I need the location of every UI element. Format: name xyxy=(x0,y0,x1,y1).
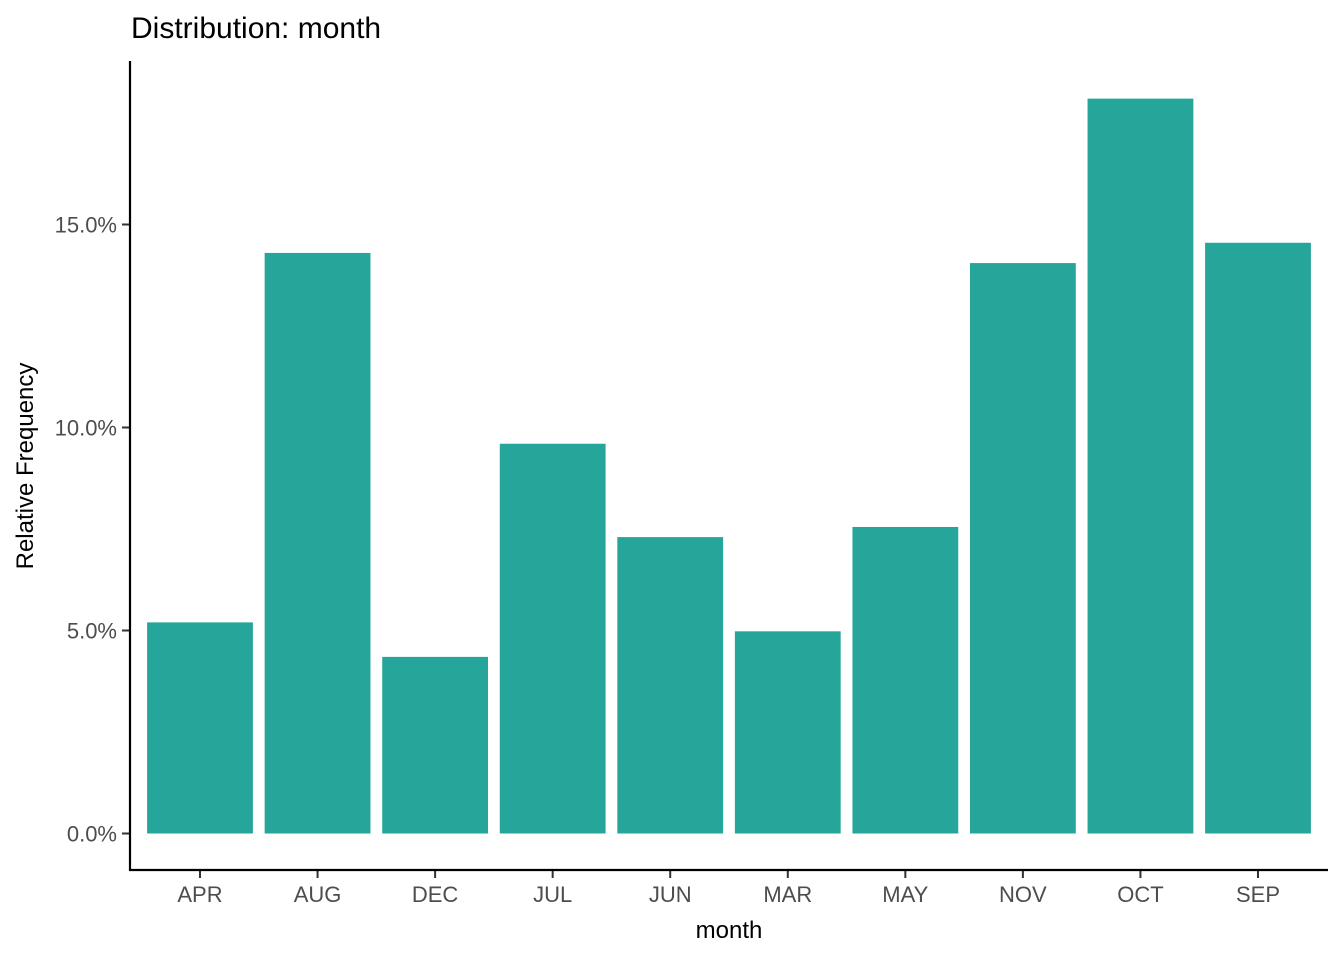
y-tick-label: 0.0% xyxy=(67,822,117,847)
x-tick-label-nov: NOV xyxy=(999,882,1047,907)
x-tick-label-oct: OCT xyxy=(1117,882,1163,907)
y-tick-label: 5.0% xyxy=(67,619,117,644)
x-tick-label-jul: JUL xyxy=(533,882,572,907)
x-tick-label-aug: AUG xyxy=(294,882,342,907)
bar-oct xyxy=(1087,98,1194,834)
bar-aug xyxy=(264,252,371,834)
y-tick-label: 15.0% xyxy=(55,213,117,238)
x-axis-title: month xyxy=(696,917,763,944)
bar-apr xyxy=(147,622,253,834)
bar-nov xyxy=(969,263,1076,834)
y-axis-ticks: 0.0% 5.0% 10.0% 15.0% xyxy=(55,213,130,847)
bar-mar xyxy=(734,631,841,834)
x-tick-label-jun: JUN xyxy=(649,882,692,907)
x-tick-label-sep: SEP xyxy=(1236,882,1280,907)
bar-jun xyxy=(617,537,724,834)
bar-dec xyxy=(382,656,489,834)
chart-title: Distribution: month xyxy=(131,12,381,45)
bar-may xyxy=(852,526,959,834)
x-tick-label-mar: MAR xyxy=(763,882,812,907)
x-tick-label-dec: DEC xyxy=(412,882,459,907)
y-axis-title: Relative Frequency xyxy=(12,363,39,570)
x-axis-ticks: APR AUG DEC JUL JUN MAR MAY NOV OCT SEP xyxy=(177,870,1280,907)
bars-group xyxy=(147,98,1311,834)
bar-jul xyxy=(499,443,606,834)
x-tick-label-apr: APR xyxy=(177,882,222,907)
y-tick-label: 10.0% xyxy=(55,416,117,441)
bar-sep xyxy=(1205,242,1311,834)
x-tick-label-may: MAY xyxy=(882,882,928,907)
